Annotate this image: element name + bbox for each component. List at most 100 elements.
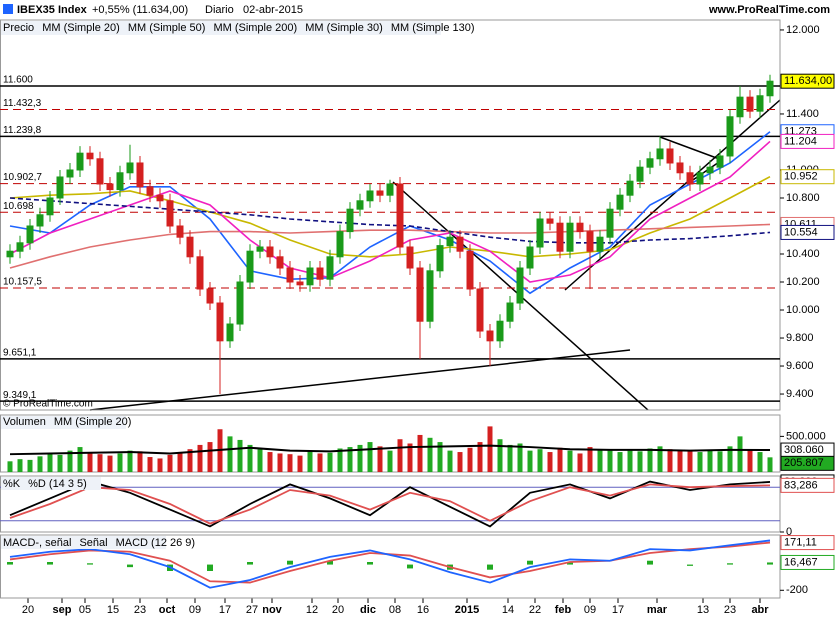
x-tick-label: 20 — [332, 604, 344, 616]
candle-body — [206, 288, 214, 304]
legend-entry: %K — [3, 478, 21, 490]
volume-bar — [137, 451, 143, 472]
legend-entry: MACD (12 26 9) — [116, 537, 195, 549]
legend-entry: Señal — [79, 537, 107, 549]
candle-body — [636, 166, 644, 182]
volume-bar — [27, 459, 33, 472]
legend-entry: Volumen — [3, 416, 46, 428]
volume-bar — [547, 452, 553, 472]
histogram-bar — [767, 562, 773, 565]
candle-body — [296, 281, 304, 286]
end-label-box — [780, 73, 835, 89]
volume-bar — [247, 444, 253, 472]
x-tick-label: dic — [360, 604, 376, 616]
candle-body — [746, 96, 754, 112]
x-tick-label: 22 — [529, 604, 541, 616]
histogram-bar — [487, 564, 493, 570]
volume-bar — [457, 452, 463, 472]
panel-frame — [0, 534, 781, 599]
candle-body — [146, 186, 154, 196]
moving-average — [9, 175, 771, 258]
end-label: 205.807 — [784, 457, 824, 469]
x-tick-label: 17 — [612, 604, 624, 616]
volume-bar — [387, 450, 393, 472]
level-label: 9.349,1 — [3, 390, 37, 401]
candle-body — [226, 323, 234, 342]
volume-bar — [617, 452, 623, 472]
volume-bar — [767, 457, 773, 472]
x-tick-label: 05 — [79, 604, 91, 616]
volume-bar — [87, 452, 93, 472]
histogram-bar — [87, 563, 93, 565]
candle-body — [616, 194, 624, 210]
volume-bar — [437, 442, 443, 472]
histogram-bar — [127, 564, 133, 568]
candle-body — [6, 250, 14, 258]
x-tick-label: sep — [53, 604, 72, 616]
candle-body — [696, 172, 704, 185]
candle-body — [516, 267, 524, 304]
trend-line — [659, 136, 723, 161]
candle-body — [236, 281, 244, 325]
symbol-icon — [3, 4, 13, 14]
volume-bar — [587, 447, 593, 472]
legend-entry: %D (14 3 5) — [28, 478, 87, 490]
end-label: 11.634,00 — [784, 75, 832, 87]
volume-bar — [297, 455, 303, 472]
candle-body — [716, 155, 724, 168]
candle-body — [126, 162, 134, 174]
legend-bg — [1, 536, 166, 549]
candle-body — [316, 267, 324, 280]
legend-bg — [1, 416, 126, 429]
candle-body — [416, 267, 424, 322]
x-tick-label: mar — [647, 604, 668, 616]
x-tick-label: 13 — [697, 604, 709, 616]
volume-bar — [67, 450, 73, 472]
volume-bar — [147, 457, 153, 472]
candle-body — [556, 222, 564, 252]
symbol: IBEX35 Index — [17, 4, 88, 16]
y-tick-label: 10.200 — [786, 276, 820, 288]
candle-body — [166, 200, 174, 227]
volume-bar — [397, 439, 403, 472]
candle-body — [536, 218, 544, 248]
end-label: 16,467 — [784, 556, 818, 568]
indicator-line — [9, 483, 771, 525]
volume-bar — [267, 452, 273, 472]
candle-body — [266, 246, 274, 258]
site: www.ProRealTime.com — [708, 4, 830, 16]
panel-frame — [0, 475, 781, 533]
volume-bar — [657, 446, 663, 472]
level-label: 9.651,1 — [3, 348, 37, 359]
end-label: 11.204 — [784, 135, 817, 147]
y-tick-label: 9.600 — [786, 360, 814, 372]
candle-body — [26, 225, 34, 244]
volume-bar — [377, 446, 383, 472]
candle-body — [596, 236, 604, 252]
candle-body — [726, 116, 734, 157]
y-tick-label: -200 — [786, 584, 808, 596]
moving-average — [9, 223, 771, 269]
volume-bar — [37, 456, 43, 472]
candle-body — [186, 236, 194, 258]
legend-entry: MM (Simple 30) — [305, 22, 383, 34]
end-label: 308.060 — [784, 444, 824, 456]
level-label: 10.902,7 — [3, 172, 42, 183]
candle-body — [766, 80, 774, 97]
legend-entry: MACD-, señal — [3, 537, 71, 549]
y-tick-label: 11.400 — [786, 108, 819, 120]
candle-body — [196, 256, 204, 290]
volume-bar — [637, 451, 643, 472]
end-label-box — [780, 224, 835, 240]
candle-body — [756, 95, 764, 112]
y-tick-label: 9.800 — [786, 332, 814, 344]
x-tick-label: 23 — [134, 604, 146, 616]
candle-body — [66, 169, 74, 178]
end-label-box — [780, 455, 835, 471]
indicator-line — [9, 539, 771, 589]
volume-bar — [327, 452, 333, 472]
candle-body — [646, 158, 654, 168]
volume-bar — [127, 450, 133, 472]
volume-bar — [237, 439, 243, 472]
x-tick-label: 17 — [219, 604, 231, 616]
